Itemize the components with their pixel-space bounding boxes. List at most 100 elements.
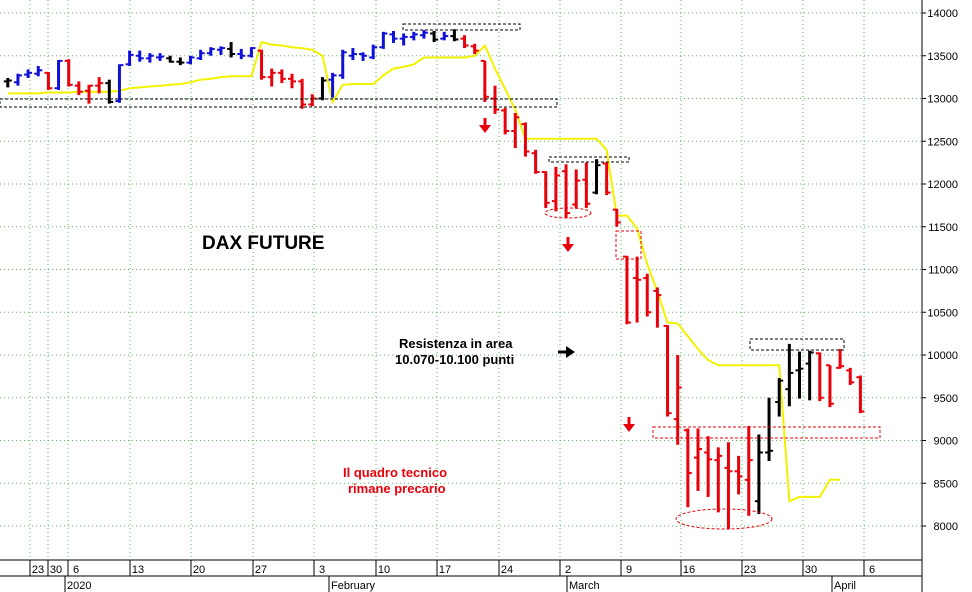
ohlc-bar <box>95 77 104 94</box>
y-tick-label: 14000 <box>927 8 958 20</box>
y-tick-label: 10500 <box>927 307 958 319</box>
axes <box>0 0 926 592</box>
support-box-left <box>0 98 558 108</box>
low-ellipse-mid <box>544 207 592 219</box>
ohlc-bar <box>206 47 215 56</box>
ohlc-bar <box>460 35 469 49</box>
ohlc-bar <box>44 71 53 90</box>
ohlc-bar <box>348 48 357 61</box>
y-tick-label: 8000 <box>934 521 958 533</box>
ohlc-bar <box>805 350 814 401</box>
outlook-note-line1: Il quadro tecnico <box>343 465 447 480</box>
month-label: March <box>569 580 600 592</box>
gap-box <box>615 230 642 260</box>
ohlc-bar <box>24 69 33 78</box>
annotation-marks <box>0 23 881 530</box>
ohlc-bar <box>643 273 652 317</box>
right-arrow-head <box>566 346 575 358</box>
resistance-box-right <box>749 338 845 351</box>
support-box-red <box>652 426 881 439</box>
ohlc-bar <box>825 364 834 408</box>
ohlc-bar <box>196 49 205 61</box>
ohlc-bar <box>714 447 723 513</box>
ohlc-bar <box>724 442 733 530</box>
axis-labels: 8000 8500 9000 9500 10000 10500 11000 11500 1200… <box>32 8 958 592</box>
ohlc-bar <box>744 425 753 516</box>
ohlc-bar <box>247 47 256 58</box>
ohlc-bar <box>135 50 144 62</box>
ohlc-bar <box>227 42 236 58</box>
ohlc-bar <box>683 428 692 508</box>
ohlc-bar <box>501 107 510 135</box>
x-tick-label: 30 <box>805 564 817 576</box>
y-tick-label: 12000 <box>927 179 958 191</box>
ohlc-bar <box>176 57 185 66</box>
ohlc-bar <box>480 59 489 102</box>
ohlc-bar <box>166 55 175 63</box>
ohlc-bar <box>419 30 428 39</box>
ohlc-bar <box>277 69 286 84</box>
ohlc-bar <box>338 49 347 79</box>
ohlc-bar <box>359 52 368 61</box>
month-label: February <box>331 580 376 592</box>
ohlc-bar <box>156 53 165 61</box>
y-tick-label: 9500 <box>934 393 958 405</box>
ohlc-bar <box>288 73 296 89</box>
ohlc-bar <box>399 33 408 46</box>
ohlc-bar <box>430 30 439 43</box>
y-tick-label: 8500 <box>934 478 958 490</box>
outlook-note-line2: rimane precario <box>348 481 446 496</box>
y-tick-label: 13000 <box>927 94 958 106</box>
ohlc-bar <box>267 68 276 87</box>
ohlc-bar <box>795 351 804 399</box>
down-arrow-2-head <box>562 244 574 252</box>
ohlc-bar <box>734 455 743 495</box>
ohlc-bar <box>74 81 83 96</box>
ohlc-bar <box>85 84 93 104</box>
ohlc-bar <box>379 31 388 49</box>
month-label: 2020 <box>67 580 91 592</box>
yellow-envelope-line <box>7 40 841 503</box>
ohlc-bar <box>13 73 22 86</box>
ohlc-bar <box>145 53 154 63</box>
resistance-note-line1: Resistenza in area <box>399 336 513 351</box>
ohlc-bar <box>64 59 73 87</box>
ohlc-bar <box>856 375 865 414</box>
y-tick-label: 11500 <box>928 222 958 234</box>
ohlc-bar <box>653 287 662 328</box>
ohlc-bars <box>3 29 865 530</box>
down-arrow-1-head <box>479 125 491 133</box>
y-tick-label: 10000 <box>927 350 958 362</box>
x-tick-label: 20 <box>193 564 205 576</box>
ohlc-bar <box>440 31 449 41</box>
x-tick-label: 13 <box>132 564 144 576</box>
ohlc-bar <box>34 66 43 77</box>
ohlc-bar <box>409 31 418 41</box>
x-tick-label: 6 <box>869 564 875 576</box>
ohlc-bar <box>836 349 845 369</box>
x-tick-label: 24 <box>501 564 513 576</box>
down-arrow-3-head <box>623 424 635 432</box>
chart-title: DAX FUTURE <box>202 233 324 254</box>
ohlc-bar <box>298 78 307 109</box>
ohlc-bar <box>450 29 459 42</box>
x-tick-label: 23 <box>744 564 756 576</box>
ohlc-bar <box>582 162 591 208</box>
ohlc-bar <box>186 55 195 65</box>
ohlc-bar <box>115 64 124 103</box>
ohlc-bar <box>511 113 520 149</box>
grid <box>0 0 922 560</box>
ohlc-bar <box>541 171 550 208</box>
ohlc-bar <box>216 46 225 55</box>
ohlc-bar <box>622 255 631 325</box>
ohlc-bar <box>125 50 134 67</box>
envelope-line <box>7 40 841 503</box>
plot-background <box>0 0 922 560</box>
x-tick-label: 30 <box>50 564 62 576</box>
x-tick-label: 2 <box>565 564 571 576</box>
y-tick-label: 13500 <box>927 51 958 63</box>
ohlc-bar <box>389 30 398 43</box>
ohlc-bar <box>470 43 479 55</box>
ohlc-bar <box>3 77 12 88</box>
